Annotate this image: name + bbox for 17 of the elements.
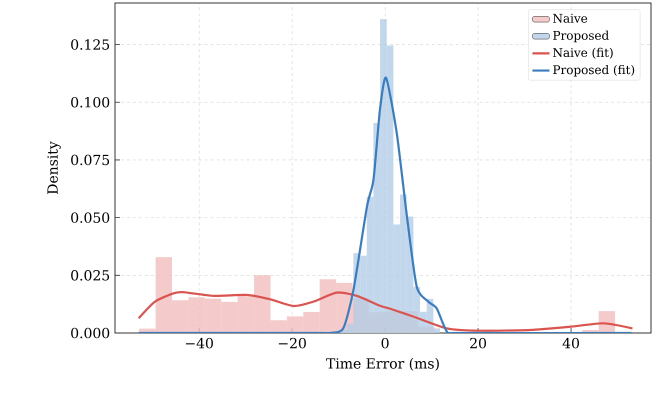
legend-label: Proposed xyxy=(553,30,609,42)
y-tick-label: 0.075 xyxy=(71,154,110,166)
x-tick-label: 40 xyxy=(562,338,579,348)
legend-label: Proposed (fit) xyxy=(553,64,634,77)
y-tick-label: 0.125 xyxy=(71,39,110,50)
y-tick-label: 0.050 xyxy=(71,212,110,223)
y-tick-label: 0.025 xyxy=(71,270,110,281)
legend-label: Naive (fit) xyxy=(553,48,613,59)
x-tick-label: −20 xyxy=(278,338,306,348)
y-tick-label: 0.100 xyxy=(71,96,110,108)
x-axis-title: Time Error (ms) xyxy=(326,358,439,371)
y-tick-label: 0.000 xyxy=(71,328,110,338)
legend-label: Naive xyxy=(553,14,588,23)
x-tick-label: −40 xyxy=(186,338,213,348)
y-axis-title: Density xyxy=(47,141,61,194)
x-tick-label: 0 xyxy=(382,338,389,348)
x-tick-label: 20 xyxy=(470,338,486,348)
